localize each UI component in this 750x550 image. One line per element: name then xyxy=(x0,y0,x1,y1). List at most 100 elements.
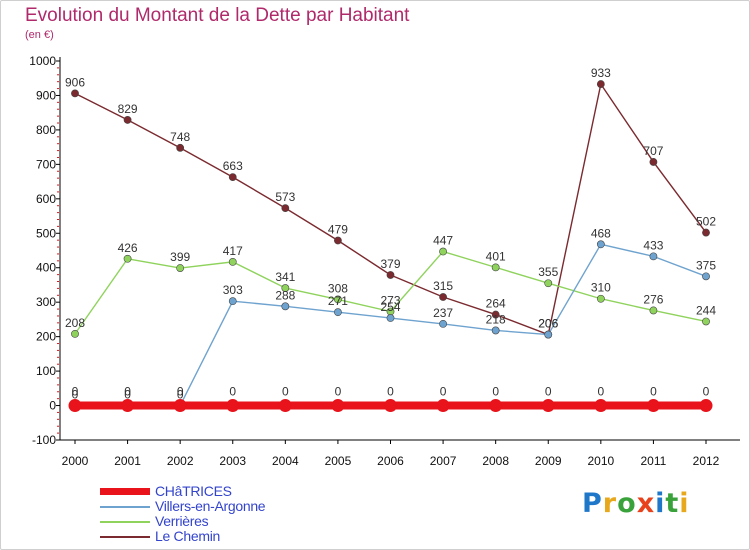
data-point xyxy=(331,399,345,413)
y-tick-label: 1000 xyxy=(29,54,56,68)
x-tick-label: 2006 xyxy=(377,454,404,468)
data-point xyxy=(71,89,79,98)
data-point xyxy=(228,297,237,306)
logo-letter: P xyxy=(582,488,603,519)
chart-title: Evolution du Montant de la Dette par Hab… xyxy=(25,5,410,26)
x-tick-label: 2010 xyxy=(587,454,614,468)
data-point xyxy=(702,228,710,237)
data-point xyxy=(544,279,553,288)
data-label: 0 xyxy=(703,385,710,399)
data-label: 417 xyxy=(223,244,243,258)
logo-letter: o xyxy=(617,488,637,519)
data-label: 206 xyxy=(538,317,558,331)
data-point xyxy=(334,236,342,245)
data-point xyxy=(226,399,240,413)
proxiti-logo: Proxiti xyxy=(582,488,690,519)
y-tick-label: 100 xyxy=(36,364,56,378)
data-label: 303 xyxy=(223,283,243,297)
data-label: 308 xyxy=(328,281,348,295)
data-point xyxy=(439,293,447,301)
data-label: 0 xyxy=(492,385,499,399)
x-tick-label: 2012 xyxy=(693,454,720,468)
data-point xyxy=(594,399,608,413)
data-label: 0 xyxy=(387,385,394,399)
legend-swatch-le-chemin xyxy=(100,536,150,538)
y-tick-label: 300 xyxy=(36,295,56,309)
data-point xyxy=(699,399,713,413)
y-tick-label: 500 xyxy=(36,226,56,240)
data-point xyxy=(228,257,237,266)
y-tick-label: 0 xyxy=(49,399,56,413)
y-tick-label: 400 xyxy=(36,261,56,275)
data-label: 401 xyxy=(486,249,506,263)
data-point xyxy=(281,284,290,292)
data-point xyxy=(386,271,395,279)
data-label: 0 xyxy=(177,388,184,402)
data-point xyxy=(281,302,290,311)
data-point xyxy=(541,399,555,413)
y-tick-label: 600 xyxy=(36,192,56,206)
data-point xyxy=(278,399,292,413)
data-label: 273 xyxy=(380,293,400,307)
data-point xyxy=(649,158,658,166)
x-tick-label: 2000 xyxy=(62,454,89,468)
data-label: 254 xyxy=(380,300,400,314)
data-point xyxy=(384,399,397,413)
data-label: 244 xyxy=(696,303,716,317)
data-point xyxy=(646,399,660,413)
data-label: 663 xyxy=(223,159,243,173)
data-label: 0 xyxy=(124,385,131,399)
y-tick-label: 900 xyxy=(36,88,56,102)
data-label: 399 xyxy=(170,250,190,264)
x-tick-label: 2001 xyxy=(114,454,141,468)
x-tick-label: 2004 xyxy=(272,454,299,468)
data-point xyxy=(173,399,187,413)
data-label: 468 xyxy=(591,226,611,240)
data-label: 0 xyxy=(72,385,79,399)
data-point xyxy=(439,247,447,256)
data-point xyxy=(176,264,185,272)
data-label: 264 xyxy=(486,297,506,311)
y-tick-label: 800 xyxy=(36,123,56,137)
x-tick-label: 2002 xyxy=(167,454,194,468)
data-label: 0 xyxy=(282,385,289,399)
data-label: 375 xyxy=(696,258,716,272)
data-label: 573 xyxy=(275,190,295,204)
data-label: 0 xyxy=(545,385,552,399)
x-tick-label: 2005 xyxy=(325,454,352,468)
x-tick-label: 2009 xyxy=(535,454,562,468)
data-point xyxy=(436,399,450,413)
data-label: 748 xyxy=(170,130,190,144)
data-point xyxy=(71,329,79,338)
data-label: 0 xyxy=(229,385,236,399)
legend-label-villers: Villers-en-Argonne xyxy=(155,498,266,514)
data-label: 271 xyxy=(328,294,348,308)
chart-subtitle: (en €) xyxy=(25,29,54,41)
legend-label-verrieres: Verrières xyxy=(155,513,209,529)
data-label: 0 xyxy=(335,385,342,399)
data-point xyxy=(281,204,290,213)
data-label: 341 xyxy=(275,270,295,284)
data-point xyxy=(386,314,395,322)
data-point xyxy=(596,240,605,249)
legend-swatch-chatrices xyxy=(100,488,150,495)
data-point xyxy=(649,252,658,261)
data-label: 0 xyxy=(650,385,657,399)
logo-letter: i xyxy=(679,488,690,519)
data-point xyxy=(491,326,500,335)
data-label: 0 xyxy=(72,388,79,402)
legend-swatch-villers xyxy=(100,506,150,508)
data-label: 502 xyxy=(696,215,716,229)
data-label: 206 xyxy=(538,317,558,331)
logo-letter: r xyxy=(602,488,618,519)
data-point xyxy=(491,263,500,272)
data-point xyxy=(123,116,132,124)
data-point xyxy=(334,295,342,304)
data-point xyxy=(596,80,605,88)
data-label: 906 xyxy=(65,75,85,89)
logo-letter: t xyxy=(665,488,680,519)
data-label: 315 xyxy=(433,279,453,293)
y-tick-label: 700 xyxy=(36,157,56,171)
data-label: 276 xyxy=(643,292,663,306)
